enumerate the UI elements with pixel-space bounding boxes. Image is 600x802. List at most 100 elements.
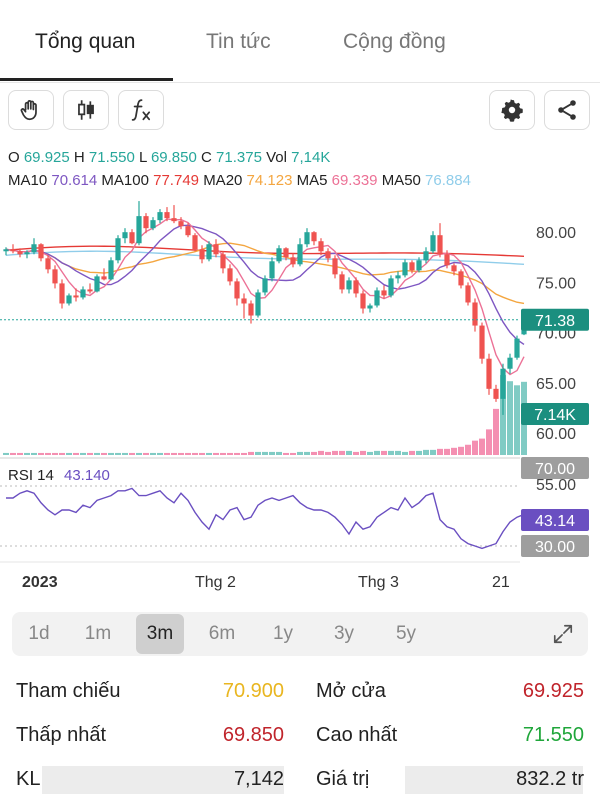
current-price-tag bbox=[521, 308, 589, 331]
volume-bar bbox=[150, 452, 156, 455]
candle-body bbox=[395, 275, 401, 279]
candle-body bbox=[185, 226, 191, 236]
x-axis-label: Thg 2 bbox=[195, 574, 236, 591]
volume-bar bbox=[290, 452, 296, 455]
candle-body bbox=[297, 244, 303, 265]
tab-tong-quan[interactable]: Tổng quan bbox=[35, 30, 136, 53]
candle-body bbox=[381, 290, 387, 296]
price-chart[interactable]: 85.00 80.00 75.00 70.00 65.00 60.00 71.38 7.14K… bbox=[0, 190, 600, 600]
time-range-selector: 1d 1m 3m 6m 1y 3y 5y bbox=[12, 612, 588, 656]
volume-bar bbox=[3, 452, 9, 455]
volume-bar bbox=[388, 450, 394, 455]
volume-bar bbox=[220, 452, 226, 455]
volume-bar bbox=[171, 452, 177, 455]
function-icon bbox=[131, 99, 151, 121]
ma-readout: MA10 70.614 MA100 77.749 MA20 74.123 MA5… bbox=[8, 172, 471, 189]
price-tick-label: 75.00 bbox=[536, 275, 576, 292]
ma10-label: MA10 bbox=[8, 172, 48, 189]
range-6m[interactable]: 6m bbox=[208, 623, 236, 644]
volume-bar bbox=[395, 450, 401, 455]
high-value: 71.550 bbox=[88, 149, 135, 166]
ma20-value: 74.123 bbox=[246, 172, 293, 189]
chart-type-button[interactable] bbox=[63, 90, 109, 130]
volume-bar bbox=[346, 450, 352, 455]
range-5y[interactable]: 5y bbox=[395, 623, 417, 644]
ma10-value: 70.614 bbox=[51, 172, 98, 189]
price-tick-label: 80.00 bbox=[536, 225, 576, 242]
candle-body bbox=[101, 276, 107, 280]
candle-body bbox=[38, 244, 44, 259]
volume-bar bbox=[248, 451, 254, 455]
ma100-label: MA100 bbox=[101, 172, 149, 189]
candle-body bbox=[430, 235, 436, 252]
volume-bar bbox=[514, 385, 520, 455]
candle-body bbox=[17, 251, 23, 255]
volume-bar bbox=[178, 452, 184, 455]
candle-body bbox=[45, 258, 51, 270]
rsi-tick-55: 55.00 bbox=[536, 477, 576, 494]
candle-body bbox=[3, 249, 9, 252]
volume-bar bbox=[157, 452, 163, 455]
candle-body bbox=[423, 251, 429, 261]
share-button[interactable] bbox=[544, 90, 590, 130]
volume-bar bbox=[416, 450, 422, 455]
gear-icon bbox=[501, 99, 523, 122]
volume-bar bbox=[500, 375, 506, 455]
rsi-30-tag bbox=[521, 535, 589, 557]
candle-body bbox=[199, 249, 205, 260]
tab-cong-dong[interactable]: Cộng đồng bbox=[343, 30, 446, 53]
candle-body bbox=[227, 268, 233, 282]
candle-body bbox=[500, 368, 506, 399]
volume-bar bbox=[199, 452, 205, 455]
open-label: O bbox=[8, 149, 20, 166]
stats-row-3: KL 7,142 Giá trị 832.2 tr bbox=[0, 762, 600, 802]
range-3y[interactable]: 3y bbox=[333, 623, 355, 644]
candle-body bbox=[388, 278, 394, 296]
volume-bar bbox=[10, 452, 16, 455]
value-bar-bg bbox=[405, 766, 583, 794]
hand-tool-button[interactable] bbox=[8, 90, 54, 130]
volume-label: Vol bbox=[266, 149, 287, 166]
open-price-label: Mở cửa bbox=[316, 680, 386, 702]
volume-bar bbox=[304, 451, 310, 455]
volume-bar bbox=[423, 449, 429, 455]
close-label: C bbox=[201, 149, 212, 166]
candle-body bbox=[367, 305, 373, 309]
volume-bar bbox=[164, 452, 170, 455]
candle-body bbox=[269, 261, 275, 279]
volume-bar bbox=[318, 450, 324, 455]
candle-body bbox=[437, 235, 443, 255]
range-1m[interactable]: 1m bbox=[84, 623, 112, 644]
candle-body bbox=[143, 216, 149, 229]
price-tick-label: 60.00 bbox=[536, 426, 576, 443]
volume-bar bbox=[283, 452, 289, 455]
indicator-button[interactable] bbox=[118, 90, 164, 130]
candle-body bbox=[59, 283, 65, 304]
tab-tin-tuc[interactable]: Tin tức bbox=[206, 30, 271, 53]
current-volume-label: 7.14K bbox=[534, 407, 576, 424]
volume-bar bbox=[409, 450, 415, 455]
volume-bar bbox=[444, 448, 450, 455]
volume-bar bbox=[24, 452, 30, 455]
settings-button[interactable] bbox=[489, 90, 535, 130]
range-3m[interactable]: 3m bbox=[136, 614, 184, 654]
candle-body bbox=[311, 232, 317, 242]
volume-bar bbox=[59, 452, 65, 455]
expand-icon[interactable] bbox=[552, 623, 574, 645]
range-1d[interactable]: 1d bbox=[28, 623, 50, 644]
price-tick-label: 65.00 bbox=[536, 376, 576, 393]
range-1y[interactable]: 1y bbox=[272, 623, 294, 644]
volume-bar bbox=[115, 452, 121, 455]
candle-body bbox=[122, 232, 128, 239]
ma100-value: 77.749 bbox=[153, 172, 200, 189]
ma50-label: MA50 bbox=[381, 172, 421, 189]
volume-bar bbox=[465, 444, 471, 455]
candle-body bbox=[479, 325, 485, 359]
candle-body bbox=[171, 218, 177, 222]
open-value: 69.925 bbox=[23, 149, 70, 166]
volume-bar bbox=[367, 451, 373, 455]
volume-bar bbox=[17, 452, 23, 455]
ma20-line bbox=[5, 242, 525, 305]
volume-bar bbox=[31, 452, 37, 455]
candle-body bbox=[206, 244, 212, 260]
